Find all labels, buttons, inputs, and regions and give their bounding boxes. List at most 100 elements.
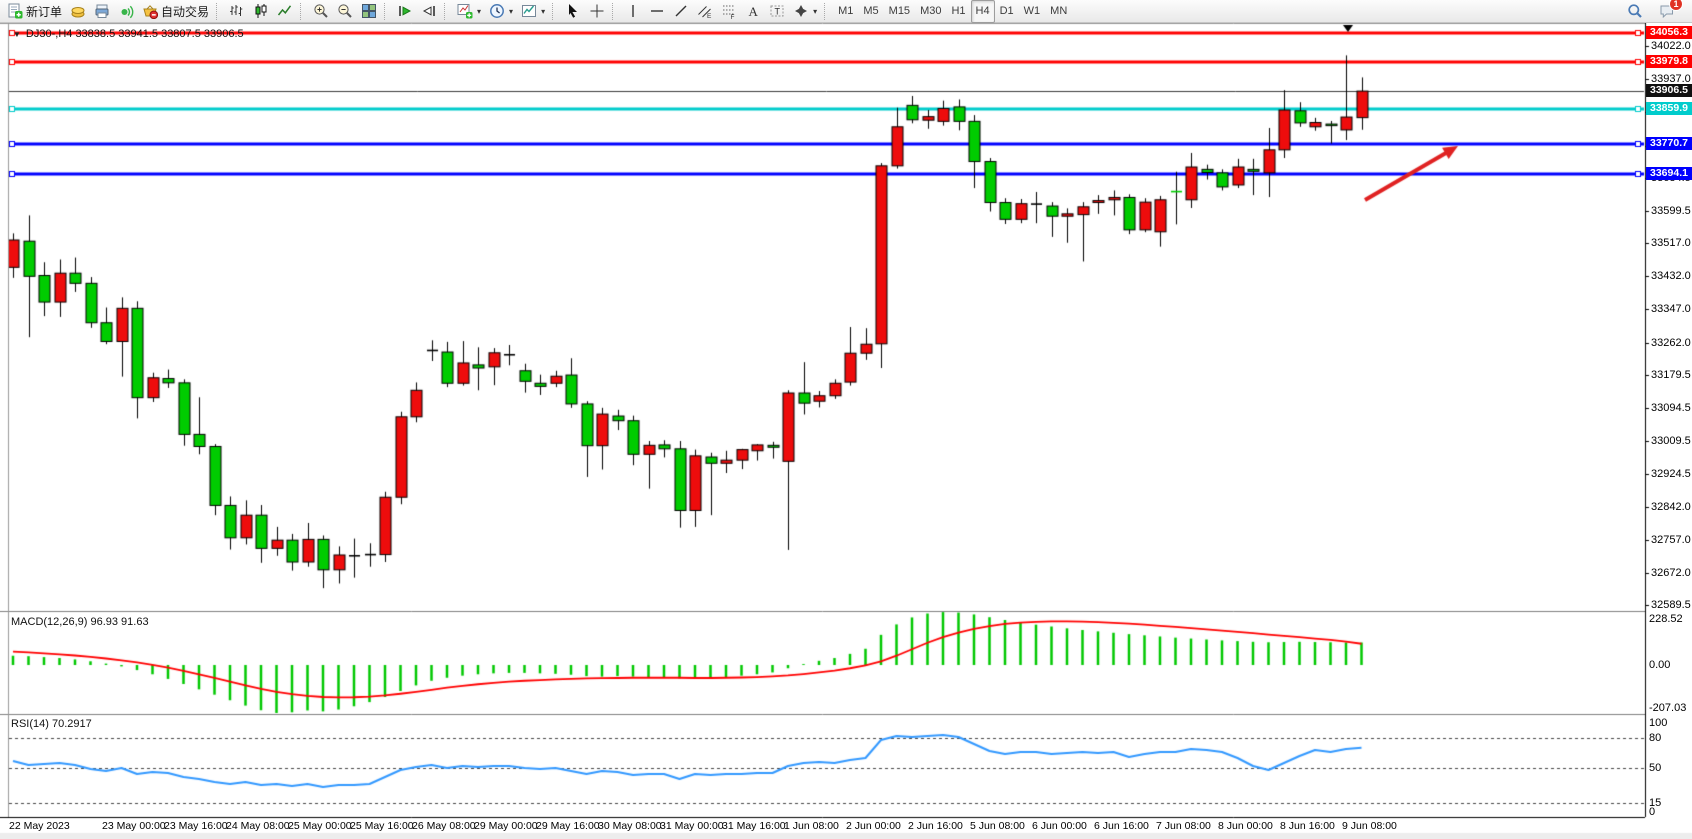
time-axis-label: 9 Jun 08:00 — [1342, 820, 1397, 832]
symbol-info: ▼ DJ30-,H4 33838.5 33941.5 33807.5 33906… — [13, 28, 244, 40]
trendline-button[interactable] — [669, 0, 693, 23]
zoom-in-icon — [314, 4, 328, 18]
tile-windows-icon — [362, 4, 377, 18]
periods-dropdown-icon[interactable]: ▾ — [509, 6, 514, 16]
text-label-button[interactable]: T — [765, 0, 789, 23]
price-tick-label: 33937.0 — [1651, 73, 1691, 85]
toolbar-group-chart-type — [225, 0, 297, 23]
search-icon — [1628, 4, 1642, 18]
tf-m15-button[interactable]: M15 — [884, 0, 915, 23]
cursor-icon — [569, 4, 578, 18]
zoom-out-button[interactable] — [333, 0, 357, 23]
time-axis-label: 29 May 00:00 — [474, 820, 538, 832]
trendline-icon — [675, 5, 687, 17]
new-order-icon — [8, 3, 23, 19]
toolbar-right: 1 — [1623, 0, 1689, 23]
equidistant-channel-button[interactable]: E — [693, 0, 717, 23]
cursor-button[interactable] — [561, 0, 585, 23]
auto-trading-label: 自动交易 — [161, 4, 210, 19]
crosshair-button[interactable] — [585, 0, 609, 23]
print-button[interactable] — [90, 0, 114, 23]
price-tick-label: 33432.0 — [1651, 270, 1691, 282]
chart-canvas[interactable] — [0, 23, 1692, 839]
hline-icon — [651, 10, 664, 12]
candlestick-chart-button[interactable] — [249, 0, 273, 23]
tf-d1-button[interactable]: D1 — [995, 0, 1019, 23]
indicators-dropdown-icon[interactable]: ▾ — [477, 6, 482, 16]
time-axis-label: 24 May 08:00 — [226, 820, 290, 832]
indicators-button[interactable]: ▾ — [453, 0, 485, 23]
templates-dropdown-icon[interactable]: ▾ — [541, 6, 546, 16]
tf-m30-button[interactable]: M30 — [915, 0, 946, 23]
tf-mn-button[interactable]: MN — [1045, 0, 1072, 23]
zoom-out-icon — [338, 4, 352, 18]
templates-icon — [522, 5, 537, 17]
tf-w1-button[interactable]: W1 — [1019, 0, 1046, 23]
toolbar-group-scroll — [393, 0, 441, 23]
rsi-scale-label: 15 — [1649, 797, 1662, 809]
arrows-button[interactable]: ▾ — [789, 0, 821, 23]
svg-text:T: T — [775, 7, 781, 17]
fibonacci-icon: F — [723, 5, 736, 19]
tf-m30-label: M30 — [920, 5, 942, 17]
auto-trading-button[interactable]: 自动交易 — [138, 0, 213, 23]
vline-icon — [632, 5, 634, 17]
time-axis-label: 8 Jun 16:00 — [1280, 820, 1335, 832]
time-axis-label: 25 May 00:00 — [288, 820, 352, 832]
new-order-label: 新订单 — [26, 4, 63, 19]
auto-scroll-icon — [399, 6, 412, 16]
vertical-line-button[interactable] — [621, 0, 645, 23]
price-tick-label: 33347.0 — [1651, 303, 1691, 315]
tf-m5-button[interactable]: M5 — [858, 0, 883, 23]
zoom-in-button[interactable] — [309, 0, 333, 23]
time-axis-label: 8 Jun 00:00 — [1218, 820, 1273, 832]
channel-icon: E — [698, 6, 712, 19]
time-axis-label: 29 May 16:00 — [536, 820, 600, 832]
text-icon: A — [749, 4, 759, 19]
periods-button[interactable]: ▾ — [485, 0, 517, 23]
price-tick-label: 33009.5 — [1651, 435, 1691, 447]
tf-m1-button[interactable]: M1 — [833, 0, 858, 23]
chart-shift-button[interactable] — [417, 0, 441, 23]
notifications-button[interactable]: 1 — [1655, 0, 1683, 23]
svg-text:A: A — [749, 4, 759, 19]
toolbar-group-zoom — [309, 0, 381, 23]
text-button[interactable]: A — [741, 0, 765, 23]
tf-m1-label: M1 — [838, 5, 854, 17]
tf-w1-label: W1 — [1023, 5, 1041, 17]
toolbar-group-timeframes: M1 M5 M15 M30 H1 H4 D1 W1 MN — [833, 0, 1072, 23]
tf-d1-label: D1 — [999, 5, 1014, 17]
toolbar-separator — [612, 2, 617, 20]
macd-scale-label: -207.03 — [1649, 702, 1687, 714]
arrows-dropdown-icon[interactable]: ▾ — [813, 6, 818, 16]
price-marker-label: 33859.9 — [1646, 102, 1692, 115]
time-axis-label: 31 May 00:00 — [660, 820, 724, 832]
templates-button[interactable]: ▾ — [517, 0, 549, 23]
line-chart-button[interactable] — [273, 0, 297, 23]
new-order-button[interactable]: 新订单 — [3, 0, 66, 23]
fibonacci-retracement-button[interactable]: F — [717, 0, 741, 23]
deposit-button[interactable] — [66, 0, 90, 23]
tf-h1-button[interactable]: H1 — [946, 0, 970, 23]
tf-h4-button[interactable]: H4 — [970, 0, 995, 23]
search-button[interactable] — [1623, 0, 1647, 23]
time-axis-label: 23 May 16:00 — [164, 820, 228, 832]
bar-chart-button[interactable] — [225, 0, 249, 23]
toolbar: 新订单 自动交易 ▾ ▾ ▾ E F A T ▾ M1 M5 M15 M30 H1 H4 D1 W1 MN 1 — [0, 0, 1692, 23]
signal-button[interactable] — [114, 0, 138, 23]
chart-line-icon — [277, 5, 292, 16]
chart-bars-icon — [230, 5, 243, 16]
horizontal-line-button[interactable] — [645, 0, 669, 23]
time-axis-label: 2 Jun 16:00 — [908, 820, 963, 832]
price-tick-label: 33599.5 — [1651, 205, 1691, 217]
tile-windows-button[interactable] — [357, 0, 381, 23]
toolbar-group-insert: ▾ ▾ ▾ — [453, 0, 549, 23]
symbol-panel-toggle-icon[interactable]: ▼ — [13, 29, 21, 39]
price-tick-label: 32924.5 — [1651, 468, 1691, 480]
auto-scroll-button[interactable] — [393, 0, 417, 23]
svg-text:E: E — [707, 13, 712, 19]
crosshair-icon — [590, 4, 604, 18]
time-axis-label: 25 May 16:00 — [350, 820, 414, 832]
macd-scale-label: 0.00 — [1649, 659, 1671, 671]
time-axis-label: 7 Jun 08:00 — [1156, 820, 1211, 832]
